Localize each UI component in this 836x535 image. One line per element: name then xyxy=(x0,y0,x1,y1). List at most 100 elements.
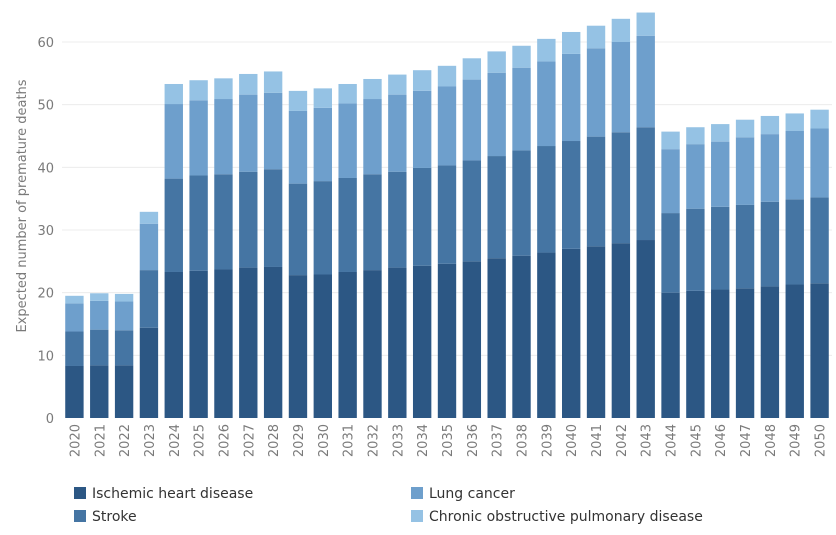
bar-segment xyxy=(462,261,482,418)
legend-swatch xyxy=(411,487,423,499)
bar-segment xyxy=(164,104,183,179)
x-tick-label: 2037 xyxy=(491,424,506,457)
bar-stack-2034 xyxy=(412,70,432,418)
bar-segment xyxy=(288,275,308,418)
bar-segment xyxy=(189,175,208,271)
bar-stack-2040 xyxy=(562,31,581,418)
bar-stack-2030 xyxy=(313,88,332,418)
legend: Ischemic heart disease Stroke Lung cancer C… xyxy=(74,486,703,525)
x-tick-label: 2050 xyxy=(814,424,829,457)
x-tick-label: 2041 xyxy=(590,424,605,457)
bar-stack-2021 xyxy=(90,293,109,418)
bar-segment xyxy=(661,213,680,293)
bar-segment xyxy=(164,83,183,105)
bar-segment xyxy=(785,113,804,131)
bar-segment xyxy=(189,270,208,418)
bar-stack-2036 xyxy=(462,58,482,418)
bar-segment xyxy=(114,330,134,366)
bar-segment xyxy=(388,267,407,418)
x-tick-label: 2022 xyxy=(118,424,133,457)
bar-segment xyxy=(760,115,780,135)
bar-segment xyxy=(313,274,332,418)
legend-swatch xyxy=(74,510,86,522)
bar-segment xyxy=(263,169,283,267)
bar-segment xyxy=(611,243,631,418)
bar-stack-2027 xyxy=(239,73,258,418)
y-tick-label: 20 xyxy=(37,287,54,302)
bar-segment xyxy=(462,160,482,262)
y-tick-label: 60 xyxy=(37,36,54,51)
bar-segment xyxy=(661,149,680,214)
bar-segment xyxy=(562,141,581,249)
bar-segment xyxy=(711,206,730,290)
y-axis-ticks: 0 10 20 30 40 50 60 xyxy=(37,36,54,427)
bar-stack-2038 xyxy=(512,45,531,418)
legend-item: Stroke xyxy=(74,509,137,525)
bar-stack-2035 xyxy=(437,65,457,418)
bar-segment xyxy=(139,270,159,328)
x-tick-label: 2049 xyxy=(789,424,804,457)
bar-segment xyxy=(114,293,134,302)
bar-segment xyxy=(363,99,382,175)
x-tick-label: 2023 xyxy=(143,424,158,457)
bar-segment xyxy=(214,78,233,100)
y-tick-label: 30 xyxy=(37,224,54,239)
x-tick-label: 2020 xyxy=(68,424,83,457)
bar-stack-2029 xyxy=(288,90,308,418)
bar-segment xyxy=(388,74,407,95)
bar-segment xyxy=(487,51,506,73)
legend-swatch xyxy=(411,510,423,522)
bar-segment xyxy=(537,38,556,62)
bar-stack-2047 xyxy=(735,119,755,418)
legend-label: Lung cancer xyxy=(429,486,515,502)
bar-stack-2050 xyxy=(810,109,829,418)
x-axis-ticks: 2020 2021 2022 2023 2024 2025 2026 2027 2028 2029… xyxy=(68,424,828,457)
bar-stack-2026 xyxy=(214,78,233,418)
x-tick-label: 2040 xyxy=(565,424,580,457)
legend-item: Ischemic heart disease xyxy=(74,486,253,502)
bar-segment xyxy=(661,292,680,418)
bar-segment xyxy=(288,110,308,184)
bar-segment xyxy=(263,71,283,93)
legend-item: Lung cancer xyxy=(411,486,515,502)
bar-segment xyxy=(586,136,606,247)
bar-stack-2049 xyxy=(785,113,804,418)
bar-segment xyxy=(512,255,531,418)
bar-segment xyxy=(785,130,804,200)
y-tick-label: 40 xyxy=(37,161,54,176)
bar-stack-2020 xyxy=(65,295,84,418)
bar-segment xyxy=(214,174,233,270)
bar-segment xyxy=(735,137,755,205)
bar-stack-2046 xyxy=(711,124,730,418)
bar-stack-2039 xyxy=(537,38,556,418)
legend-label: Chronic obstructive pulmonary disease xyxy=(429,509,703,525)
x-tick-label: 2032 xyxy=(366,424,381,457)
bar-segment xyxy=(65,295,84,304)
bar-segment xyxy=(313,181,332,275)
bar-stack-2024 xyxy=(164,83,183,418)
bar-segment xyxy=(487,72,506,157)
bar-segment xyxy=(338,177,357,272)
bar-segment xyxy=(810,109,829,129)
bar-segment xyxy=(487,258,506,418)
bar-stack-2044 xyxy=(661,131,680,418)
bar-segment xyxy=(611,42,631,133)
bar-segment xyxy=(338,271,357,418)
bar-segment xyxy=(313,107,332,182)
bar-stack-2048 xyxy=(760,115,780,418)
y-axis-label: Expected number of premature deaths xyxy=(15,79,30,332)
bar-segment xyxy=(239,73,258,95)
bar-segment xyxy=(412,265,432,418)
bar-stack-2028 xyxy=(263,71,283,418)
x-tick-label: 2047 xyxy=(739,424,754,457)
bar-segment xyxy=(288,90,308,111)
bar-stack-2037 xyxy=(487,51,506,418)
bar-segment xyxy=(437,86,457,166)
bar-segment xyxy=(90,300,109,330)
bar-segment xyxy=(810,197,829,284)
bar-segment xyxy=(437,165,457,264)
bar-stack-2022 xyxy=(114,293,134,418)
x-tick-label: 2036 xyxy=(466,424,481,457)
x-tick-label: 2039 xyxy=(540,424,555,457)
bar-segment xyxy=(562,248,581,418)
